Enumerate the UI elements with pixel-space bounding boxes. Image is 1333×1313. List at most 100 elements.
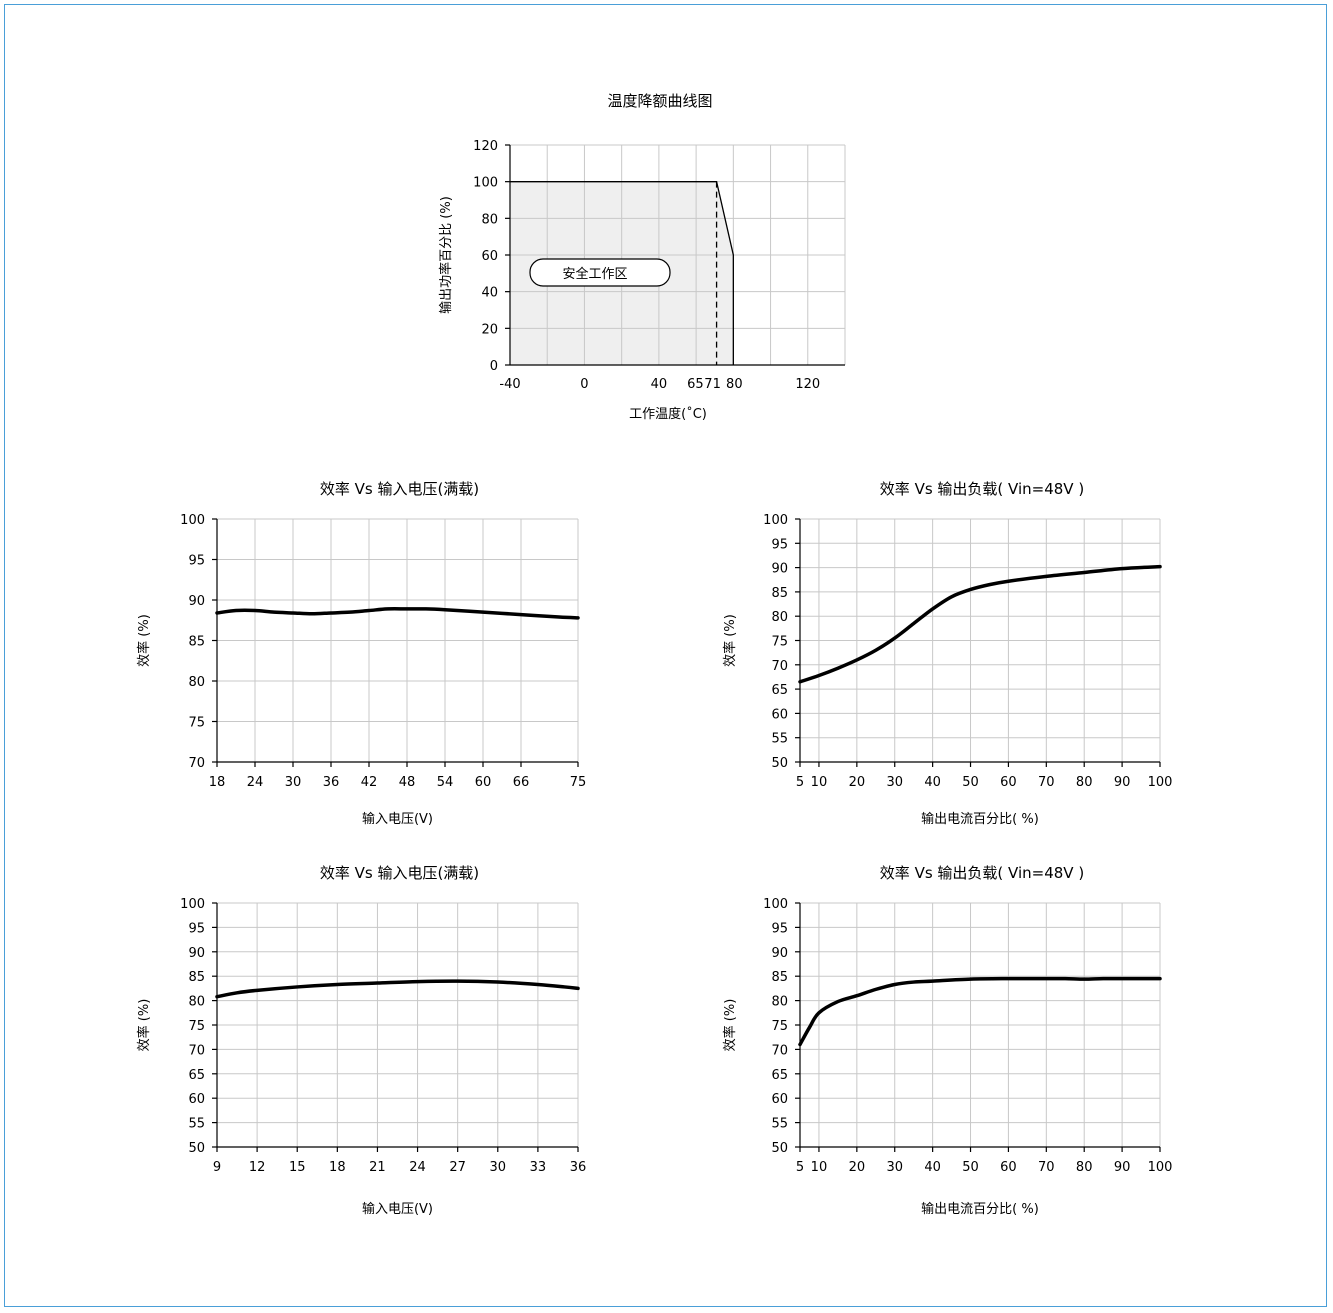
chart-eff-vin-1: 效率 Vs 输入电压(满载) 70 75 80 85 90 95 100 18 24 30 36 42 4… <box>136 480 586 827</box>
x-tick-label: 50 <box>962 1160 979 1175</box>
y-tick-label: 120 <box>473 139 498 154</box>
y-tick-label: 50 <box>771 756 788 771</box>
y-tick-label: 90 <box>188 594 205 609</box>
y-tick-label: 80 <box>188 675 205 690</box>
y-tick-label: 100 <box>180 513 205 528</box>
x-axis-title: 输出电流百分比( %) <box>921 1201 1039 1217</box>
y-tick-label: 95 <box>771 921 788 936</box>
y-axis-title: 效率 (%) <box>722 614 738 667</box>
x-tick-label: 90 <box>1114 1160 1131 1175</box>
x-tick-label: 80 <box>1076 1160 1093 1175</box>
chart-title: 效率 Vs 输出负载( Vin=48V ) <box>880 480 1084 498</box>
page-frame <box>4 4 1327 1307</box>
x-tick-label: 30 <box>285 775 302 790</box>
y-tick-label: 80 <box>481 212 498 227</box>
x-tick-label: 18 <box>329 1160 346 1175</box>
y-axis-title: 效率 (%) <box>136 614 152 667</box>
y-tick-label: 95 <box>771 537 788 552</box>
efficiency-curve <box>215 979 580 999</box>
x-tick-label: 24 <box>409 1160 426 1175</box>
y-tick-label: 65 <box>771 683 788 698</box>
safe-zone-bubble <box>529 258 671 287</box>
x-tick-label: 75 <box>570 775 587 790</box>
x-tick-label: 30 <box>886 1160 903 1175</box>
y-tick-label: 80 <box>771 995 788 1010</box>
x-tick-label: 120 <box>795 377 820 392</box>
x-tick-label: 10 <box>811 1160 828 1175</box>
y-tick-label: 95 <box>188 554 205 569</box>
chart-eff-load-1: 效率 Vs 输出负载( Vin=48V ) 50 55 60 65 70 75 80 85 90 9… <box>722 480 1172 827</box>
y-axis-title: 输出功率百分比 (%) <box>438 196 454 314</box>
chart-title: 效率 Vs 输入电压(满载) <box>320 864 479 882</box>
x-tick-label: 66 <box>513 775 530 790</box>
x-tick-label: 27 <box>449 1160 466 1175</box>
y-tick-label: 60 <box>771 707 788 722</box>
y-tick-label: 65 <box>188 1068 205 1083</box>
x-tick-label: 12 <box>249 1160 266 1175</box>
chart-title: 温度降额曲线图 <box>607 92 712 110</box>
x-tick-label: 70 <box>1038 775 1055 790</box>
x-tick-label: 15 <box>289 1160 306 1175</box>
x-tick-label: 48 <box>399 775 416 790</box>
chart-eff-vin-2: 效率 Vs 输入电压(满载) 50 55 60 65 70 75 80 85 90 95 100 9 12… <box>136 864 586 1217</box>
efficiency-curve <box>798 564 1162 684</box>
y-tick-label: 70 <box>771 659 788 674</box>
x-tick-label: 50 <box>962 775 979 790</box>
x-tick-label: 5 <box>796 1160 804 1175</box>
x-tick-label: 80 <box>1076 775 1093 790</box>
x-tick-label: 36 <box>323 775 340 790</box>
y-tick-label: 80 <box>188 995 205 1010</box>
y-tick-label: 60 <box>771 1092 788 1107</box>
x-tick-label: 90 <box>1114 775 1131 790</box>
y-tick-label: 90 <box>771 562 788 577</box>
x-tick-label: 100 <box>1148 775 1173 790</box>
y-tick-label: 85 <box>771 970 788 985</box>
x-tick-label: 65 <box>687 377 704 392</box>
x-tick-label: 100 <box>1148 1160 1173 1175</box>
y-tick-label: 75 <box>188 1019 205 1034</box>
y-tick-label: 75 <box>771 635 788 650</box>
x-tick-label: -40 <box>499 377 520 392</box>
x-tick-label: 80 <box>726 377 743 392</box>
y-tick-label: 75 <box>771 1019 788 1034</box>
y-tick-label: 40 <box>481 286 498 301</box>
x-tick-label: 70 <box>1038 1160 1055 1175</box>
chart-title: 效率 Vs 输入电压(满载) <box>320 480 479 498</box>
efficiency-curve <box>798 976 1162 1047</box>
x-tick-label: 71 <box>704 377 721 392</box>
x-tick-label: 54 <box>437 775 454 790</box>
y-tick-label: 75 <box>188 716 205 731</box>
x-tick-label: 60 <box>1000 775 1017 790</box>
y-tick-label: 90 <box>771 946 788 961</box>
x-axis-title: 输入电压(V) <box>362 1201 433 1217</box>
y-axis-title: 效率 (%) <box>136 999 152 1052</box>
x-axis-title: 输入电压(V) <box>362 811 433 827</box>
y-tick-label: 50 <box>771 1141 788 1156</box>
y-tick-label: 85 <box>771 586 788 601</box>
y-tick-label: 70 <box>771 1043 788 1058</box>
y-tick-label: 55 <box>188 1117 205 1132</box>
y-tick-label: 85 <box>188 970 205 985</box>
y-tick-label: 60 <box>188 1092 205 1107</box>
x-tick-label: 30 <box>886 775 903 790</box>
y-tick-label: 70 <box>188 1043 205 1058</box>
x-tick-label: 60 <box>1000 1160 1017 1175</box>
x-tick-label: 40 <box>924 1160 941 1175</box>
x-tick-label: 40 <box>651 377 668 392</box>
x-tick-label: 0 <box>580 377 588 392</box>
x-tick-label: 5 <box>796 775 804 790</box>
efficiency-curve <box>215 607 580 620</box>
x-tick-label: 20 <box>849 1160 866 1175</box>
y-tick-label: 50 <box>188 1141 205 1156</box>
x-tick-label: 36 <box>570 1160 587 1175</box>
x-tick-label: 33 <box>530 1160 547 1175</box>
chart-eff-load-2: 效率 Vs 输出负载( Vin=48V ) 50 55 60 65 70 75 80 85 90 9… <box>722 864 1172 1217</box>
x-tick-label: 21 <box>369 1160 386 1175</box>
x-tick-label: 9 <box>213 1160 221 1175</box>
derating-line <box>510 181 734 365</box>
y-tick-label: 100 <box>473 176 498 191</box>
y-tick-label: 70 <box>188 756 205 771</box>
x-tick-label: 40 <box>924 775 941 790</box>
x-tick-label: 10 <box>811 775 828 790</box>
